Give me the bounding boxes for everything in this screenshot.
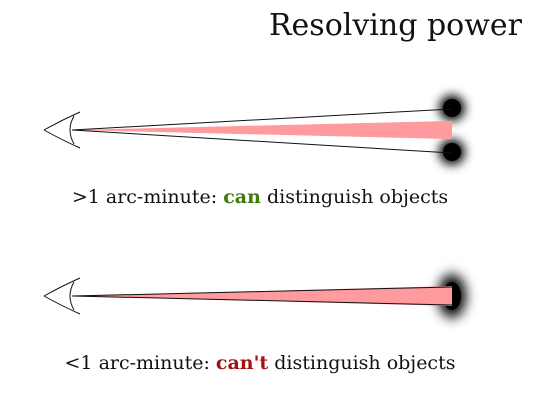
- caption-prefix: <1 arc-minute:: [64, 352, 216, 374]
- caption-keyword: can't: [215, 352, 269, 374]
- light-cone: [72, 121, 452, 139]
- caption-keyword: can: [223, 186, 261, 208]
- panel-unresolved: [43, 274, 466, 318]
- sight-line-upper: [71, 108, 453, 131]
- sight-line-lower: [71, 295, 453, 306]
- sight-line-lower: [71, 129, 453, 154]
- caption-prefix: >1 arc-minute:: [71, 186, 224, 208]
- eye-icon: [43, 277, 81, 315]
- diagram-title: Resolving power: [268, 8, 522, 43]
- eye-icon: [43, 111, 81, 149]
- caption-resolved: >1 arc-minute: can distinguish objects: [0, 185, 520, 209]
- caption-suffix: distinguish objects: [260, 186, 449, 208]
- sight-line-upper: [71, 286, 453, 297]
- object-blob-upper: [439, 95, 465, 121]
- light-cone: [72, 286, 452, 306]
- object-blob-lower: [439, 139, 465, 165]
- panel-resolved: [43, 95, 465, 165]
- caption-unresolved: <1 arc-minute: can't distinguish objects: [0, 351, 520, 375]
- caption-suffix: distinguish objects: [268, 352, 456, 374]
